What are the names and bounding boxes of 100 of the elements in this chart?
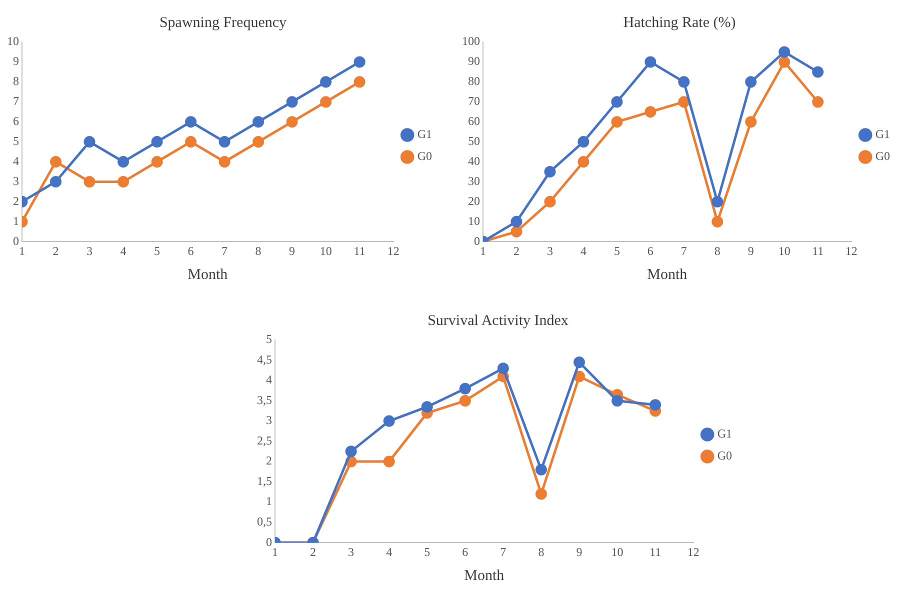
point: [286, 116, 298, 128]
y-tick-label: 90: [468, 54, 480, 68]
point: [286, 96, 298, 108]
point: [535, 488, 547, 500]
x-tick-label: 5: [154, 244, 160, 258]
point: [611, 116, 623, 128]
x-tick-label: 10: [778, 244, 790, 258]
point: [778, 46, 790, 58]
chart-title: Hatching Rate (%): [623, 14, 736, 31]
y-tick-label: 60: [468, 114, 480, 128]
y-tick-label: 1: [266, 494, 272, 508]
y-tick-label: 0,5: [257, 514, 272, 528]
y-tick-label: 1,5: [257, 474, 272, 488]
y-tick-label: 0: [13, 234, 19, 248]
x-axis-title: Month: [188, 266, 228, 283]
y-tick-label: 10: [468, 214, 480, 228]
point: [354, 76, 366, 88]
x-tick-label: 2: [52, 244, 59, 258]
x-tick-label: 5: [614, 244, 620, 258]
point: [510, 226, 522, 238]
x-axis-title: Month: [647, 266, 688, 283]
y-tick-label: 7: [13, 94, 19, 108]
legend-label: G0: [417, 149, 432, 164]
x-tick-label: 4: [580, 244, 586, 258]
chart-title: Spawning Frequency: [159, 14, 288, 31]
x-tick-label: 3: [348, 544, 354, 559]
point: [185, 136, 197, 148]
x-tick-label: 12: [687, 544, 700, 559]
legend-label: G1: [417, 127, 432, 142]
x-tick-label: 11: [354, 244, 366, 258]
point: [218, 156, 230, 168]
point: [612, 395, 624, 407]
point: [84, 136, 96, 148]
point: [544, 166, 556, 178]
point: [383, 415, 395, 427]
x-tick-label: 8: [714, 244, 720, 258]
y-tick-label: 10: [7, 34, 19, 48]
point: [578, 136, 590, 148]
y-tick-label: 2: [13, 194, 19, 208]
x-tick-label: 3: [86, 244, 93, 258]
x-tick-label: 10: [611, 544, 624, 559]
y-tick-label: 2: [266, 454, 272, 468]
point: [151, 136, 163, 148]
point: [644, 56, 656, 68]
x-tick-label: 7: [500, 544, 506, 559]
point: [50, 156, 62, 168]
point: [383, 456, 395, 468]
point: [459, 382, 471, 394]
point: [252, 136, 264, 148]
point: [678, 96, 690, 108]
x-tick-label: 3: [546, 244, 553, 258]
x-tick-label: 7: [680, 244, 687, 258]
point: [252, 116, 264, 128]
y-tick-label: 5: [266, 332, 272, 346]
y-tick-label: 30: [468, 174, 480, 188]
x-tick-label: 6: [647, 244, 654, 258]
point: [650, 399, 662, 411]
point: [84, 176, 96, 188]
point: [573, 370, 585, 382]
x-tick-label: 11: [650, 544, 662, 559]
legend-label: G1: [875, 127, 890, 142]
point: [745, 116, 757, 128]
point: [535, 464, 547, 476]
point: [50, 176, 62, 188]
legend-label: G0: [717, 448, 732, 463]
y-tick-label: 9: [13, 54, 19, 68]
point: [573, 356, 585, 368]
y-tick-label: 4: [13, 154, 19, 168]
x-tick-label: 8: [538, 544, 544, 559]
y-tick-label: 70: [468, 94, 480, 108]
point: [644, 106, 656, 118]
y-tick-label: 40: [468, 154, 480, 168]
point: [118, 176, 130, 188]
x-tick-label: 9: [289, 244, 296, 258]
point: [611, 96, 623, 108]
x-tick-label: 12: [387, 244, 400, 258]
x-tick-label: 9: [748, 244, 754, 258]
point: [812, 66, 824, 78]
y-tick-label: 0: [474, 234, 480, 248]
legend-label: G1: [717, 426, 732, 441]
x-tick-label: 2: [310, 544, 316, 559]
point: [345, 446, 357, 458]
y-tick-label: 8: [13, 74, 19, 88]
point: [320, 96, 332, 108]
point: [118, 156, 130, 168]
x-axis-title: Month: [464, 568, 505, 584]
y-tick-label: 5: [13, 134, 19, 148]
legend-label: G0: [875, 149, 890, 164]
y-tick-label: 3: [13, 174, 19, 188]
y-tick-label: 100: [462, 34, 480, 48]
point: [459, 395, 471, 407]
x-tick-label: 10: [320, 244, 332, 258]
point: [712, 216, 724, 228]
point: [812, 96, 824, 108]
point: [778, 56, 790, 68]
y-tick-label: 0: [266, 534, 272, 549]
point: [218, 136, 230, 148]
y-tick-label: 2,5: [257, 433, 272, 448]
point: [185, 116, 197, 128]
y-tick-label: 4: [266, 372, 272, 387]
